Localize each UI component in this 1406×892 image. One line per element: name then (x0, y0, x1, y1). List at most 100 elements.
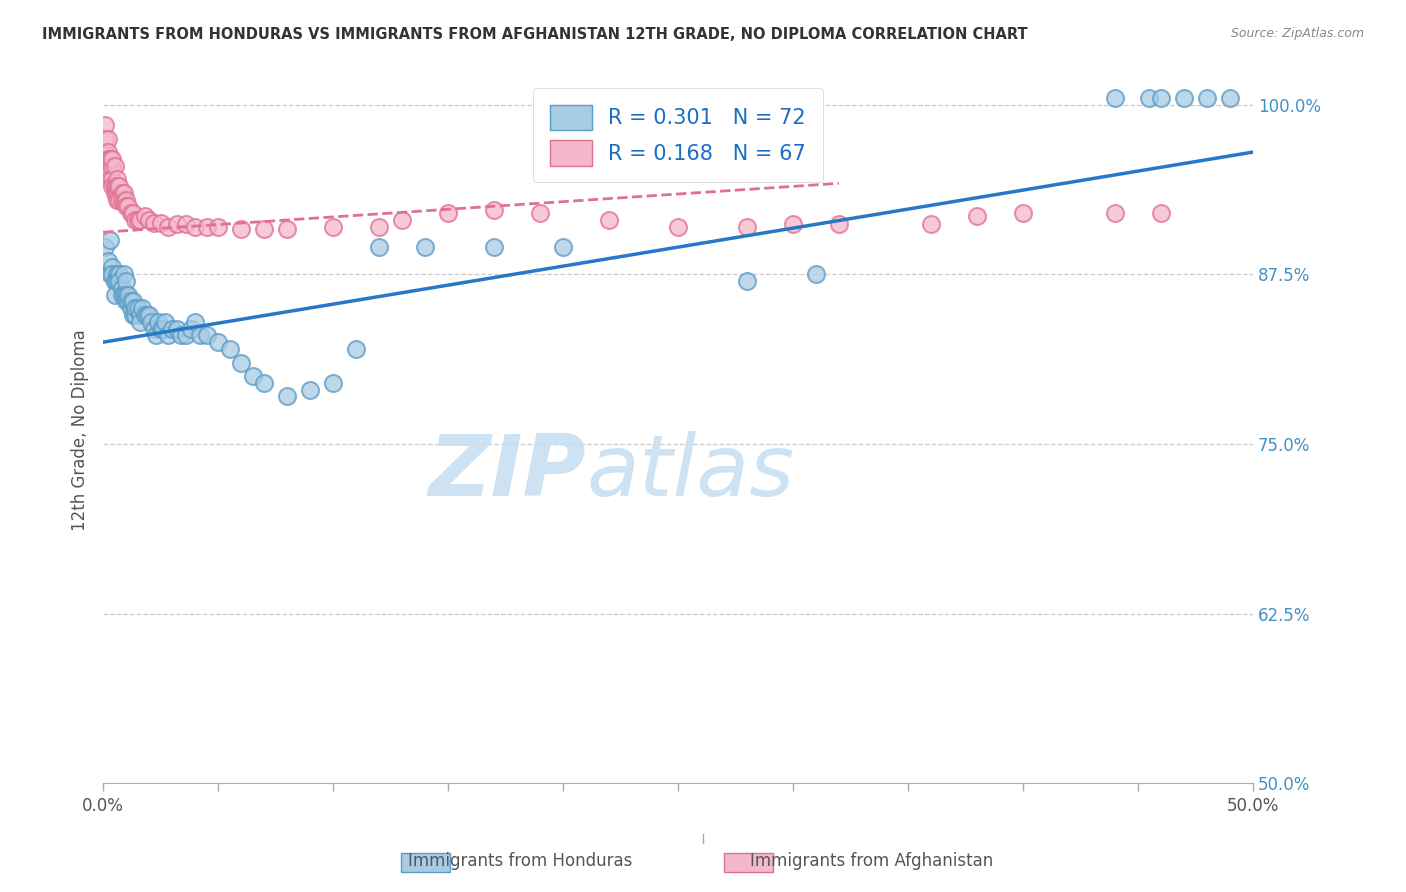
Point (101, 152, 124, 166)
Point (122, 294, 145, 309)
Point (482, 203, 505, 218)
Point (920, 217, 942, 231)
Point (110, 193, 132, 207)
Point (108, 179, 131, 194)
Point (115, 294, 138, 309)
Point (782, 217, 804, 231)
Point (112, 267, 135, 281)
Point (156, 219, 179, 234)
Point (94, 118, 117, 132)
Text: Source: ZipAtlas.com: Source: ZipAtlas.com (1230, 27, 1364, 40)
Point (105, 193, 128, 207)
Point (101, 267, 124, 281)
Point (188, 328, 211, 343)
Point (322, 376, 344, 390)
Point (437, 206, 460, 220)
Point (104, 186, 127, 200)
Point (804, 267, 827, 281)
Point (242, 369, 264, 384)
Point (98, 152, 121, 166)
Point (120, 294, 142, 309)
Point (98, 267, 121, 281)
Point (115, 274, 138, 288)
Point (104, 274, 127, 288)
Point (97, 145, 120, 160)
Point (98, 233, 121, 247)
Point (735, 274, 758, 288)
Point (108, 274, 131, 288)
Point (160, 321, 183, 335)
Point (166, 321, 188, 335)
Text: IMMIGRANTS FROM HONDURAS VS IMMIGRANTS FROM AFGHANISTAN 12TH GRADE, NO DIPLOMA C: IMMIGRANTS FROM HONDURAS VS IMMIGRANTS F… (42, 27, 1028, 42)
Point (117, 287, 139, 301)
Point (104, 287, 127, 301)
Point (148, 315, 170, 329)
Point (97, 152, 120, 166)
Point (195, 328, 218, 343)
Point (155, 315, 177, 329)
Point (142, 321, 165, 335)
Point (105, 267, 128, 281)
Point (127, 301, 149, 316)
Point (135, 308, 157, 322)
Point (97, 253, 120, 268)
Point (141, 315, 163, 329)
Point (112, 186, 135, 200)
Point (142, 216, 165, 230)
Text: ZIP: ZIP (429, 431, 586, 515)
Point (156, 328, 179, 343)
Point (122, 206, 145, 220)
Point (124, 308, 146, 322)
Point (101, 179, 124, 194)
Point (110, 281, 132, 295)
Point (115, 193, 138, 207)
Point (129, 308, 152, 322)
Point (94, 240, 117, 254)
Point (229, 355, 252, 369)
Point (276, 389, 298, 403)
Point (101, 172, 124, 186)
Point (598, 213, 620, 227)
Point (149, 321, 172, 335)
Point (101, 260, 124, 275)
Point (195, 219, 218, 234)
Point (253, 376, 276, 390)
Point (299, 383, 322, 397)
Point (344, 342, 367, 356)
Point (105, 274, 128, 288)
Point (129, 213, 152, 227)
Point (117, 294, 139, 309)
Point (1219, 91, 1241, 105)
Point (174, 328, 197, 343)
Point (98, 152, 121, 166)
Point (666, 219, 689, 234)
Point (127, 213, 149, 227)
Point (94, 131, 117, 145)
Point (529, 206, 551, 220)
Point (1150, 206, 1173, 220)
Point (174, 217, 197, 231)
Point (112, 195, 135, 210)
Point (122, 308, 145, 322)
Point (551, 240, 574, 254)
Text: atlas: atlas (586, 431, 794, 515)
Point (98, 159, 121, 173)
Point (170, 328, 193, 343)
Point (1104, 91, 1126, 105)
Point (129, 315, 152, 329)
Point (138, 213, 160, 227)
Point (97, 131, 120, 145)
Point (124, 301, 146, 316)
Point (276, 222, 298, 236)
Point (1012, 206, 1035, 220)
Text: Immigrants from Honduras: Immigrants from Honduras (408, 852, 633, 870)
Point (98, 165, 121, 179)
Point (413, 240, 436, 254)
Point (152, 321, 174, 335)
Point (253, 222, 276, 236)
Point (134, 209, 156, 223)
Point (110, 186, 132, 200)
Point (105, 186, 128, 200)
Point (138, 308, 160, 322)
Point (98, 172, 121, 186)
